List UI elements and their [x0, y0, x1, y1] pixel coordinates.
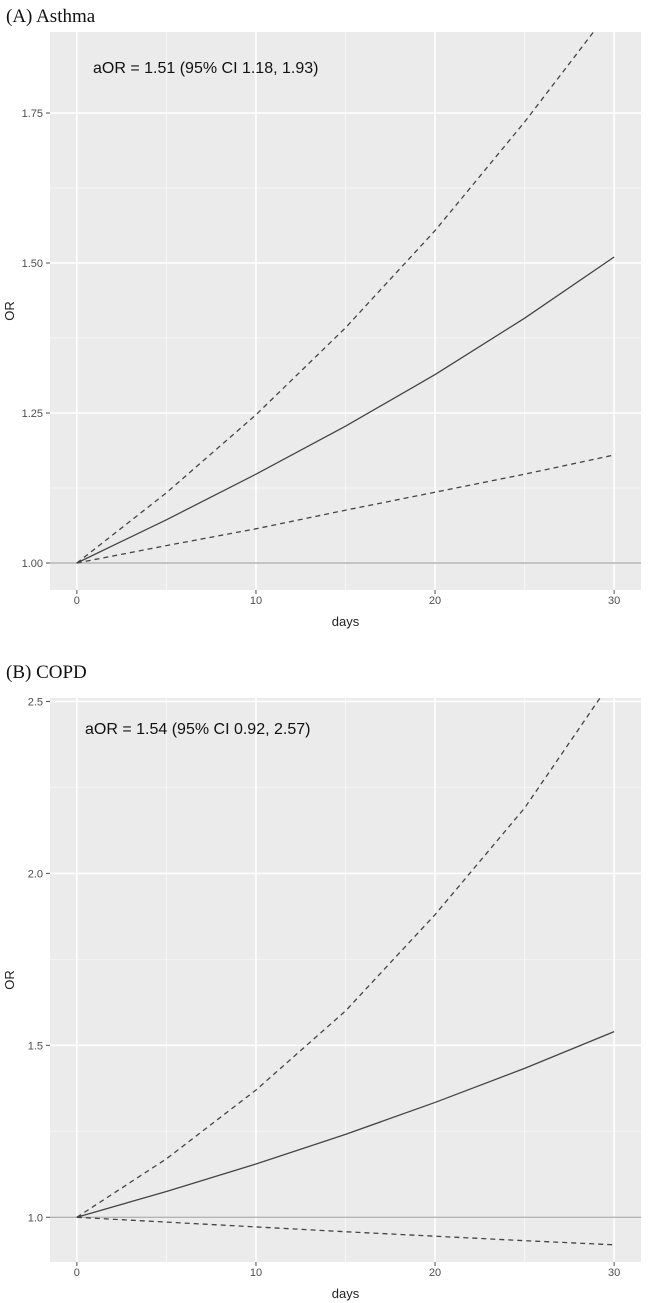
panel-a-y-tick-label: 1.00 [22, 558, 43, 570]
panel-a-estimate-line [76, 256, 615, 564]
panel-b-estimate-line [76, 1030, 615, 1218]
panel-a-lower-ci-line [76, 454, 615, 564]
panel-b-x-tick-label: 10 [250, 1267, 262, 1279]
panel-b-x-axis-title: days [332, 1286, 360, 1301]
panel-b-y-axis-title: OR [2, 970, 17, 990]
panel-a-upper-ci-line [76, 32, 595, 564]
panel-a-x-tick-label: 30 [608, 595, 620, 607]
panel-b-title: (B) COPD [6, 662, 87, 683]
panel-a-y-tick-label: 1.25 [22, 408, 43, 420]
panel-b-annotation: aOR = 1.54 (95% CI 0.92, 2.57) [85, 721, 310, 738]
panel-a-y-tick-label: 1.50 [22, 258, 43, 270]
panel-a-x-tick-label: 0 [74, 595, 80, 607]
panel-a-x-tick-label: 10 [250, 595, 262, 607]
panel-a-x-tick-label: 20 [429, 595, 441, 607]
panel-a-y-tick-label: 1.75 [22, 108, 43, 120]
panel-b-x-tick-label: 0 [74, 1267, 80, 1279]
panel-a-x-axis-title: days [332, 614, 360, 629]
panel-a-annotation: aOR = 1.51 (95% CI 1.18, 1.93) [93, 60, 318, 77]
panel-b-y-tick-label: 1.0 [28, 1212, 43, 1224]
panel-a-title: (A) Asthma [6, 6, 96, 27]
panel-b-y-tick-label: 2.5 [28, 696, 43, 708]
panel-b-x-tick-label: 20 [429, 1267, 441, 1279]
panel-b-x-tick-label: 30 [608, 1267, 620, 1279]
panel-b-y-tick-label: 1.5 [28, 1040, 43, 1052]
panel-a-y-axis-title: OR [2, 301, 17, 321]
panel-b-y-tick-label: 2.0 [28, 868, 43, 880]
